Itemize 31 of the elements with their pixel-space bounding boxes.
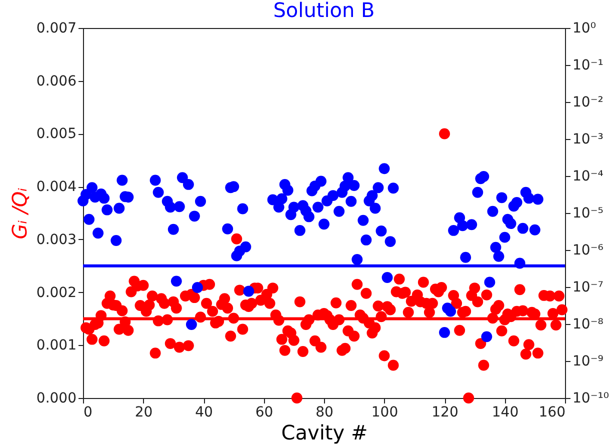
x-tick-label: 40 — [195, 404, 213, 420]
x-tick-label: 120 — [432, 404, 458, 420]
x-tick-label: 140 — [492, 404, 519, 420]
y2-tick-label: 10⁻¹ — [572, 58, 604, 74]
y-tick-label: 0.000 — [36, 390, 76, 406]
y2-tick-label: 10⁻⁶ — [572, 242, 604, 258]
y-tick-label: 0.004 — [36, 179, 77, 196]
y2-tick-label: 10⁻² — [572, 94, 604, 110]
y2-tick-label: 10⁻⁴ — [572, 168, 604, 184]
x-tick-label: 20 — [134, 404, 153, 420]
chart-title: Solution B — [273, 0, 375, 22]
y2-tick-label: 10⁻⁵ — [572, 206, 604, 222]
x-tick-label: 160 — [538, 404, 566, 420]
y2-tick-label: 10⁻⁹ — [572, 354, 604, 370]
y2-tick-label: 10⁻⁷ — [572, 280, 604, 296]
y-axis-title: Gᵢ /Qᵢ — [7, 187, 32, 240]
y-tick-label: 0.001 — [36, 338, 76, 354]
y2-tick-label: 10⁰ — [572, 20, 596, 36]
y-tick-label: 0.003 — [36, 232, 76, 248]
x-tick-label: 0 — [84, 404, 92, 420]
y2-tick-label: 10⁻³ — [572, 132, 604, 148]
y2-tick-label: 10⁻¹⁰ — [572, 390, 610, 406]
x-tick-label: 60 — [255, 404, 274, 420]
x-tick-label: 100 — [371, 404, 398, 420]
y-tick-label: 0.006 — [36, 73, 77, 90]
y-tick-label: 0.002 — [36, 284, 76, 301]
y-tick-label: 0.007 — [36, 20, 76, 36]
x-tick-label: 80 — [316, 404, 334, 420]
y2-tick-label: 10⁻⁸ — [572, 316, 604, 332]
x-axis-title: Cavity # — [281, 420, 368, 444]
y-tick-label: 0.005 — [36, 126, 76, 142]
